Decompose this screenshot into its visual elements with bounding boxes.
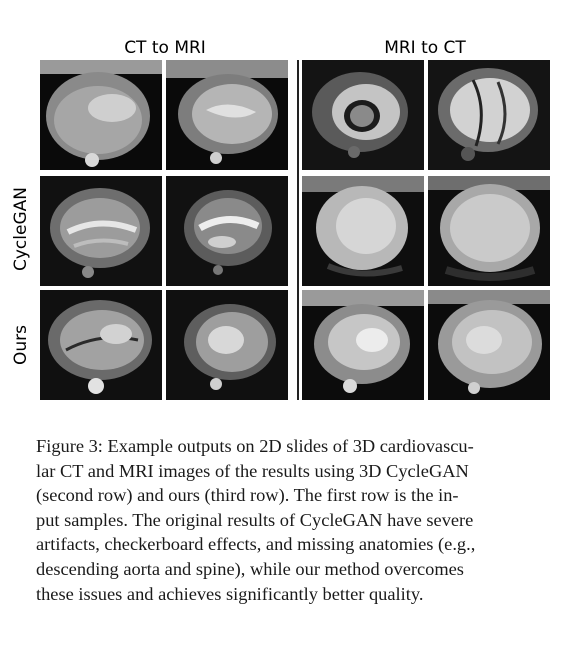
input-mri-slice-2	[428, 60, 550, 170]
input-ct-slice-1	[40, 60, 162, 170]
row-label-ours: Ours	[11, 325, 31, 366]
column-divider	[297, 60, 299, 400]
cyclegan-output-ct-to-mri-2	[166, 176, 288, 286]
caption-line: put samples. The original results of Cyc…	[36, 509, 474, 530]
ours-output-ct-to-mri-2	[166, 290, 288, 400]
caption-line: lar CT and MRI images of the results usi…	[36, 460, 469, 481]
cyclegan-output-mri-to-ct-2	[428, 176, 550, 286]
caption-line: descending aorta and spine), while our m…	[36, 558, 464, 579]
figure-caption: Figure 3: Example outputs on 2D slides o…	[36, 434, 552, 606]
ours-output-mri-to-ct-2	[428, 290, 550, 400]
cyclegan-output-mri-to-ct-1	[302, 176, 424, 286]
row-label-cyclegan: CycleGAN	[11, 187, 31, 271]
input-mri-slice-1	[302, 60, 424, 170]
ours-output-ct-to-mri-1	[40, 290, 162, 400]
ours-output-mri-to-ct-1	[302, 290, 424, 400]
column-title-ct-to-mri: CT to MRI	[124, 38, 206, 58]
caption-line: artifacts, checkerboard effects, and mis…	[36, 534, 476, 555]
input-ct-slice-2	[166, 60, 288, 170]
cyclegan-output-ct-to-mri-1	[40, 176, 162, 286]
caption-line: Figure 3: Example outputs on 2D slides o…	[36, 436, 474, 456]
column-title-mri-to-ct: MRI to CT	[384, 38, 466, 58]
caption-line: these issues and achieves significantly …	[36, 583, 424, 604]
caption-line: (second row) and ours (third row). The f…	[36, 485, 459, 506]
